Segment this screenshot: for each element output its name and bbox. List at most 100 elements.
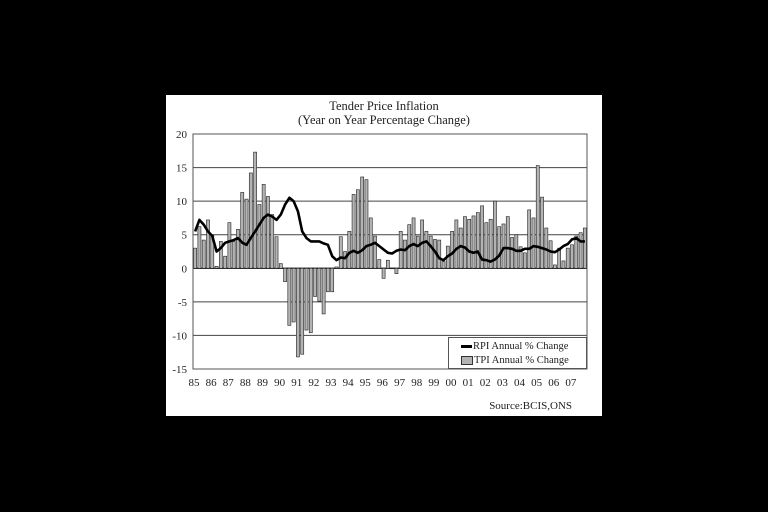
tpi-bar	[463, 216, 467, 269]
x-tick-label: 96	[377, 377, 389, 389]
x-tick-label: 03	[497, 377, 509, 389]
tpi-bar	[287, 267, 292, 326]
tpi-bar	[364, 179, 369, 269]
tpi-bar	[574, 235, 579, 269]
x-tick-label: 98	[411, 377, 423, 389]
tpi-bar	[261, 184, 266, 269]
legend-label-rpi: RPI Annual % Change	[473, 341, 569, 352]
tpi-bar	[347, 231, 352, 269]
tpi-bar	[518, 246, 523, 269]
tpi-bar	[403, 239, 407, 269]
x-tick-label: 89	[257, 377, 269, 389]
tpi-bar	[377, 259, 382, 269]
x-tick-label: 88	[240, 377, 252, 389]
tpi-bar	[441, 261, 446, 269]
y-tick-label: 5	[182, 230, 188, 242]
source-note: Source:BCIS,ONS	[489, 400, 572, 412]
tpi-bar	[326, 267, 330, 293]
tpi-bar	[330, 267, 335, 293]
line-swatch-icon	[461, 345, 472, 349]
tpi-bar	[244, 198, 249, 269]
tpi-bar	[561, 260, 566, 269]
y-tick-label: 15	[176, 163, 188, 175]
tpi-bar	[565, 247, 570, 269]
y-tick-label: -10	[172, 330, 187, 342]
rpi-line	[193, 196, 585, 263]
tpi-bar	[291, 267, 296, 323]
x-tick-label: 05	[531, 377, 543, 389]
tpi-bar	[317, 267, 322, 302]
tpi-bar	[523, 252, 527, 269]
x-tick-label: 04	[514, 377, 526, 389]
tpi-bar	[501, 223, 506, 269]
legend-label-tpi: TPI Annual % Change	[474, 355, 569, 366]
x-tick-label: 86	[206, 377, 218, 389]
tpi-bar	[454, 219, 459, 269]
tpi-bar	[467, 218, 472, 269]
tpi-bar	[386, 259, 390, 269]
tpi-bar	[505, 216, 510, 269]
plot-border	[192, 133, 588, 370]
x-tick-label: 07	[565, 377, 577, 389]
chart-frame: Tender Price Inflation (Year on Year Per…	[166, 95, 602, 416]
tpi-bar	[531, 217, 536, 269]
tpi-bar	[283, 267, 287, 283]
legend-item-tpi: TPI Annual % Change	[461, 354, 569, 367]
tpi-bar	[583, 227, 587, 269]
tpi-bar	[206, 219, 210, 269]
tpi-bar	[424, 231, 429, 269]
tpi-bar	[308, 267, 313, 334]
chart-legend: RPI Annual % Change TPI Annual % Change	[448, 337, 587, 369]
tpi-bar	[394, 267, 399, 274]
tpi-bar	[231, 241, 236, 269]
tpi-bar	[428, 235, 433, 269]
tpi-bar	[218, 241, 223, 269]
x-tick-label: 87	[223, 377, 235, 389]
tpi-bar	[360, 176, 365, 269]
tpi-bar	[236, 229, 240, 269]
tpi-bar	[390, 267, 394, 270]
tpi-bar	[450, 231, 454, 269]
tpi-bar	[257, 204, 262, 269]
tpi-bar	[471, 215, 476, 269]
tpi-bar	[193, 247, 197, 269]
tpi-bar	[548, 240, 553, 269]
tpi-bar	[201, 239, 206, 269]
tpi-bar	[334, 266, 339, 269]
tpi-bar	[343, 251, 347, 269]
tpi-bar	[570, 244, 574, 269]
tpi-bar	[240, 192, 245, 269]
chart-subtitle: (Year on Year Percentage Change)	[298, 113, 470, 127]
tpi-bar	[274, 236, 279, 269]
tpi-bar	[296, 267, 300, 358]
x-tick-label: 85	[189, 377, 201, 389]
tpi-bar	[214, 265, 219, 269]
bar-swatch-icon	[461, 356, 473, 366]
tpi-bar	[270, 214, 275, 269]
tpi-bar	[497, 226, 502, 269]
tpi-bar	[415, 235, 420, 269]
legend-item-rpi: RPI Annual % Change	[461, 340, 568, 353]
y-tick-label: -15	[172, 364, 187, 376]
x-tick-label: 93	[326, 377, 338, 389]
tpi-bar	[373, 235, 377, 269]
tpi-bar	[510, 237, 514, 269]
x-tick-label: 99	[428, 377, 440, 389]
x-tick-label: 91	[291, 377, 302, 389]
x-tick-label: 06	[548, 377, 560, 389]
tpi-bar	[266, 196, 270, 269]
tpi-bar	[197, 226, 202, 269]
tpi-bar	[313, 267, 317, 297]
tpi-bar	[278, 263, 283, 269]
tpi-bar	[553, 264, 557, 269]
x-tick-label: 01	[463, 377, 474, 389]
chart-title: Tender Price Inflation	[329, 99, 439, 113]
tpi-bar	[356, 189, 360, 269]
x-tick-label: 92	[308, 377, 319, 389]
tpi-bar	[248, 172, 253, 269]
tpi-bars	[193, 151, 587, 358]
tpi-bar	[578, 232, 583, 269]
tpi-bar	[338, 236, 343, 269]
tpi-bar	[381, 267, 386, 279]
tpi-bar	[300, 267, 305, 355]
